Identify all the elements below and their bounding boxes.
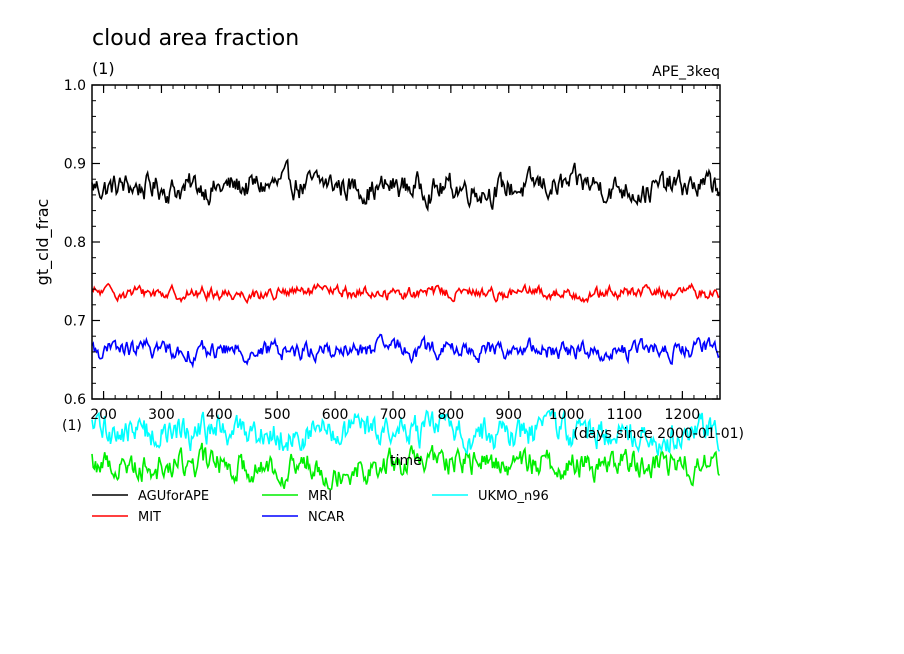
- x-tick-label: 500: [264, 407, 291, 423]
- x-tick-label: 800: [437, 407, 464, 423]
- x-tick-label: 1200: [665, 407, 701, 423]
- x-tick-label: 200: [90, 407, 117, 423]
- series-line-ncar: [91, 333, 720, 369]
- x-tick-label: 300: [148, 407, 175, 423]
- series-line-mri: [91, 442, 721, 491]
- chart-subtitle-units: (1): [92, 59, 115, 78]
- series-line-aguforape: [91, 158, 721, 213]
- legend-label: NCAR: [308, 510, 345, 525]
- x-tick-label: 400: [206, 407, 233, 423]
- series-line-ukmo-n96: [91, 408, 721, 456]
- x-tick-label: 900: [495, 407, 522, 423]
- plot-data: [91, 158, 721, 491]
- x-axis: 200 300 400 500 600 700 800 900 1000 1100 1200: [90, 85, 718, 423]
- y-tick-label: 0.9: [64, 157, 86, 173]
- chart-title: cloud area fraction: [92, 26, 299, 51]
- x-tick-label: 600: [322, 407, 349, 423]
- y-axis: 0.6 0.7 0.8 0.9 1.0: [64, 78, 720, 408]
- legend: AGUforAPE MIT NCAR MRI UKMO_n96: [92, 489, 549, 525]
- legend-label: UKMO_n96: [478, 489, 549, 504]
- series-line-mit: [91, 282, 720, 305]
- x-axis-label: time: [390, 453, 422, 469]
- y-axis-label: gt_cld_frac: [33, 199, 53, 286]
- x-tick-label: 1100: [607, 407, 643, 423]
- y-tick-label: 0.8: [64, 235, 86, 251]
- experiment-label: APE_3keq: [652, 64, 720, 80]
- x-tick-label: 1000: [549, 407, 585, 423]
- legend-label: MRI: [308, 489, 332, 504]
- x-axis-units: (days since 2000-01-01): [573, 426, 744, 442]
- legend-label: AGUforAPE: [138, 489, 209, 504]
- y-tick-label: 0.7: [64, 314, 86, 330]
- y-tick-label: 0.6: [64, 392, 86, 408]
- legend-label: MIT: [138, 510, 161, 525]
- y-axis-units: (1): [62, 418, 82, 434]
- x-tick-label: 700: [380, 407, 407, 423]
- y-tick-label: 1.0: [64, 78, 86, 94]
